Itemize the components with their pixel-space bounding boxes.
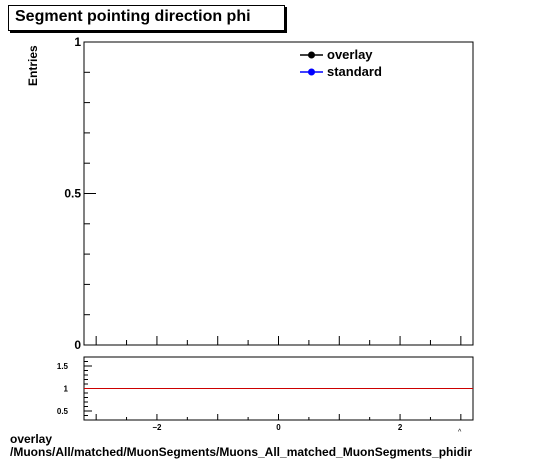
legend-standard-label: standard (327, 64, 382, 79)
footer-line-2: /Muons/All/matched/MuonSegments/Muons_Al… (10, 445, 473, 459)
ratio-x-tick-label: −2 (152, 423, 162, 432)
main-y-ticks (84, 41, 96, 346)
ratio-x-ticks: −2 0 2 (95, 414, 462, 432)
ratio-y-tick-label: 1 (64, 385, 69, 394)
ratio-y-tick-label: 1.5 (57, 362, 69, 371)
main-plot-frame (83, 41, 474, 346)
chart-title: Segment pointing direction phi (15, 8, 251, 25)
legend-overlay-label: overlay (327, 47, 373, 62)
main-y-tick-labels: 00.51 (64, 35, 81, 352)
y-tick-label: 0.5 (64, 187, 81, 201)
ratio-y-tick-label: 0.5 (57, 407, 69, 416)
ratio-y-ticks: 0.5 1 1.5 (57, 361, 92, 416)
footer-caption: overlay /Muons/All/matched/MuonSegments/… (10, 433, 472, 459)
y-axis-label: Entries (26, 45, 40, 86)
legend-overlay-marker (308, 51, 315, 59)
x-axis-corner-mark: ^ (458, 429, 462, 436)
chart-title-box: Segment pointing direction phi (8, 5, 285, 31)
legend-standard-marker (308, 68, 315, 76)
ratio-x-tick-label: 2 (398, 423, 403, 432)
footer-line-1: overlay (10, 432, 53, 446)
main-x-ticks (95, 336, 462, 345)
y-tick-label: 0 (74, 338, 81, 352)
ratio-x-tick-label: 0 (276, 423, 281, 432)
y-tick-label: 1 (74, 35, 81, 49)
legend: overlay standard (300, 47, 382, 79)
